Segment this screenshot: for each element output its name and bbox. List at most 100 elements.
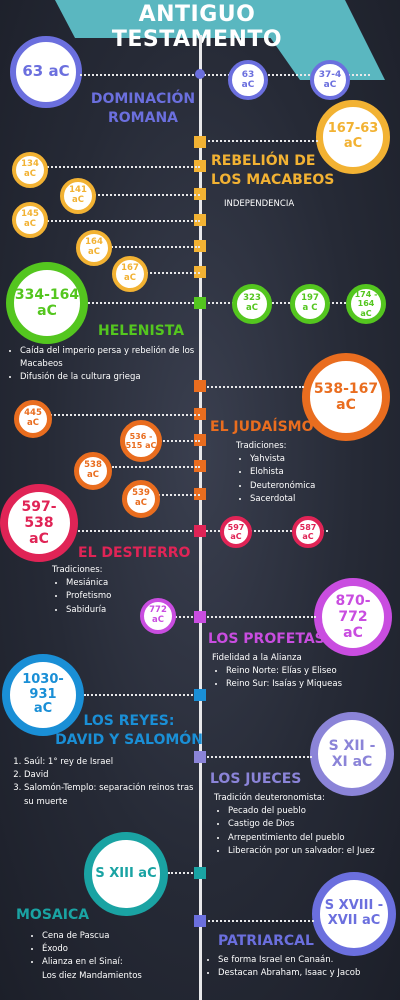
timeline-spine: [199, 35, 202, 1000]
macabeos-date-5-l1: 167: [121, 263, 139, 274]
macabeos-node-3: [194, 188, 206, 200]
reyes-item-2: David: [24, 769, 196, 782]
profetas-node: [194, 611, 206, 623]
macabeos-date-3-l1: 145: [21, 209, 39, 220]
macabeos-main-l1: 167-63: [327, 121, 379, 137]
judaismo-item-4: Sacerdotal: [250, 493, 396, 506]
patriarcal-main-circle: S XVIII - XVII aC: [312, 872, 396, 956]
patriarcal-main-l2: XVII aC: [327, 913, 381, 928]
macabeos-date-4: 164 aC: [76, 230, 112, 266]
mosaica-title: MOSAICA: [16, 907, 90, 923]
mosaica-item-1: Cena de Pascua: [42, 930, 188, 943]
helenista-date-1-l2: aC: [246, 303, 258, 313]
mosaica-main-circle: S XIII aC: [84, 832, 168, 916]
profetas-list: Fidelidad a la Alianza Reino Norte: Elía…: [212, 652, 398, 692]
romana-date-2-l2: aC: [323, 80, 337, 90]
destierro-node: [194, 525, 206, 537]
macabeos-date-1: 134 aC: [12, 152, 48, 188]
judaismo-list: Tradiciones: Yahvista Elohista Deuteronó…: [236, 440, 396, 506]
title-banner-shape: [55, 0, 385, 80]
macabeos-subtitle: INDEPENDENCIA: [224, 199, 295, 209]
reyes-title-line2: DAVID Y SALOMÓN: [55, 731, 203, 748]
macabeos-node-5: [194, 240, 206, 252]
reyes-item-3: Salomón-Templo: separación reinos tras s…: [24, 782, 196, 808]
judaismo-node-5: [194, 488, 206, 500]
romana-date-2-l1: 37-4: [318, 69, 342, 80]
profetas-label: Fidelidad a la Alianza: [212, 653, 302, 663]
judaismo-date-2-l1: 536 -: [129, 431, 153, 441]
jueces-connector: [200, 756, 312, 758]
reyes-main-l2: aC: [33, 701, 53, 717]
macabeos-connector: [200, 140, 318, 142]
reyes-main-circle: 1030-931 aC: [2, 654, 84, 736]
reyes-node: [194, 689, 206, 701]
jueces-item-1: Pecado del pueblo: [228, 805, 400, 818]
destierro-main-l1: 597-538: [21, 498, 57, 531]
destierro-main-circle: 597-538 aC: [0, 484, 78, 562]
mosaica-list: Cena de Pascua Éxodo Alianza en el Sinaí…: [28, 930, 188, 983]
patriarcal-item-2: Destacan Abraham, Isaac y Jacob: [218, 967, 398, 980]
helenista-date-3-l1: 174 -: [354, 290, 378, 300]
title-banner: ANTIGUO TESTAMENTO: [0, 0, 400, 80]
destierro-item-3: Sabiduría: [66, 604, 192, 617]
jueces-item-2: Castigo de Dios: [228, 818, 400, 831]
destierro-item-2: Profetismo: [66, 590, 192, 603]
romana-main-circle: 63 aC: [10, 36, 82, 108]
judaismo-main-circle: 538-167 aC: [302, 353, 390, 441]
helenista-date-3-l2: 164 aC: [357, 299, 375, 318]
romana-title: DOMINACIÓN ROMANA: [88, 90, 198, 128]
romana-title-line1: DOMINACIÓN: [90, 91, 196, 107]
helenista-main-l2: aC: [37, 303, 57, 319]
destierro-list: Tradiciones: Mesiánica Profetismo Sabidu…: [52, 564, 192, 617]
jueces-list: Tradición deuteronomista: Pecado del pue…: [214, 792, 400, 858]
judaismo-title: EL JUDAÍSMO: [210, 419, 314, 435]
macabeos-dot-3: [44, 220, 200, 222]
macabeos-dot-2: [90, 194, 200, 196]
macabeos-title: REBELIÓN DE LOS MACABEOS: [211, 152, 341, 190]
macabeos-date-5-l2: aC: [124, 273, 136, 283]
helenista-item-2: Difusión de la cultura griega: [20, 371, 202, 384]
macabeos-date-2-l1: 141: [69, 185, 87, 196]
helenista-main-l1: 334-164: [14, 286, 80, 303]
jueces-main-l2: XI aC: [331, 754, 373, 770]
profetas-title: LOS PROFETAS: [208, 631, 325, 647]
macabeos-title-line2: LOS MACABEOS: [211, 171, 335, 188]
jueces-item-4: Liberación por un salvador: el Juez: [228, 845, 400, 858]
reyes-connector: [84, 694, 200, 696]
profetas-main-circle: 870-772 aC: [314, 578, 392, 656]
profetas-date: 772 aC: [140, 598, 176, 634]
macabeos-node-4: [194, 214, 206, 226]
reyes-main-l1: 1030-931: [22, 671, 64, 702]
macabeos-main-l2: aC: [343, 136, 363, 151]
mosaica-item-2: Éxodo: [42, 943, 188, 956]
jueces-item-3: Arrepentimiento del pueblo: [228, 832, 400, 845]
macabeos-main-circle: 167-63 aC: [316, 100, 390, 174]
profetas-date-l1: 772: [149, 605, 167, 616]
jueces-node: [194, 751, 206, 763]
judaismo-date-1: 445 aC: [14, 400, 52, 438]
judaismo-node-4: [194, 460, 206, 472]
patriarcal-node: [194, 915, 206, 927]
helenista-date-2-l2: a C: [302, 303, 318, 313]
profetas-item-1: Reino Norte: Elías y Eliseo: [226, 665, 398, 678]
helenista-date-2-l1: 197: [301, 293, 319, 304]
profetas-item-2: Reino Sur: Isaías y Miqueas: [226, 678, 398, 691]
macabeos-date-1-l1: 134: [21, 159, 39, 170]
destierro-date-2-text: 587 aC: [299, 522, 317, 541]
judaismo-item-2: Elohista: [250, 466, 396, 479]
jueces-main-circle: S XII - XI aC: [310, 712, 394, 796]
patriarcal-item-1: Se forma Israel en Canaán.: [218, 954, 398, 967]
macabeos-date-4-l1: 164: [85, 237, 103, 248]
helenista-date-3: 174 -164 aC: [346, 284, 386, 324]
romana-connector: [80, 74, 370, 76]
judaismo-date-4-l1: 539: [132, 488, 150, 499]
judaismo-main-l2: aC: [336, 397, 356, 413]
destierro-date-1-text: 597 aC: [227, 522, 245, 541]
destierro-date-1: 597 aC: [220, 516, 252, 548]
reyes-title: LOS REYES: DAVID Y SALOMÓN: [54, 712, 204, 750]
reyes-item-1: Saúl: 1° rey de Israel: [24, 756, 196, 769]
judaismo-date-2: 536 -515 aC: [120, 420, 162, 462]
page-title: ANTIGUO TESTAMENTO: [111, 2, 283, 52]
macabeos-date-2: 141 aC: [60, 178, 96, 214]
judaismo-date-1-l1: 445: [24, 408, 42, 419]
